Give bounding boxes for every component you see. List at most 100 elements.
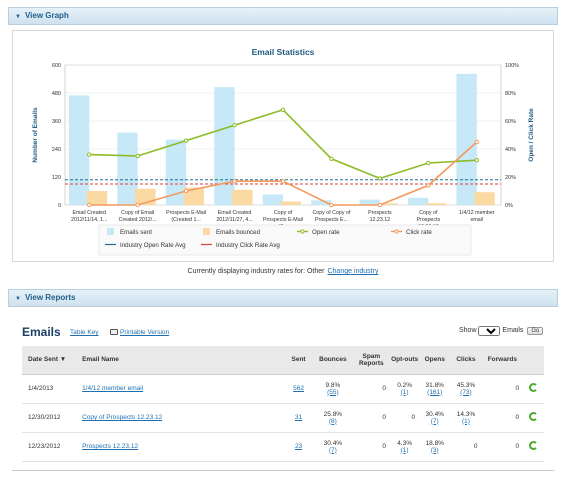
bounces-pct: 30.4% [323, 439, 343, 447]
optout-link[interactable]: (1) [400, 388, 409, 396]
sent-link[interactable]: 23 [294, 443, 303, 450]
sent-link[interactable]: 562 [293, 385, 304, 392]
col-email-name[interactable]: Email Name [76, 346, 285, 375]
col-date-sent[interactable]: Date Sent ▼ [22, 346, 77, 375]
printable-version-label: Printable Version [120, 329, 170, 336]
show-count-select[interactable]: 10 [478, 326, 501, 336]
forwards-count: 0 [481, 432, 524, 462]
resend-refresh-icon[interactable] [529, 441, 539, 450]
series-point [377, 202, 383, 208]
clicks-link[interactable]: (1) [461, 417, 470, 425]
bar-emails-bounced [86, 191, 108, 205]
printable-version-link[interactable]: Printable Version [110, 329, 169, 336]
sent-link[interactable]: 31 [294, 414, 303, 421]
legend-label: Open rate [312, 229, 340, 236]
series-point [87, 202, 92, 208]
optout-count: 0 [390, 403, 420, 433]
col-opens[interactable]: Opens [419, 346, 451, 375]
collapse-triangle-icon: ▼ [15, 14, 21, 20]
col-opt-outs[interactable]: Opt-outs [390, 346, 420, 375]
date-sent: 12/23/2012 [22, 432, 77, 462]
series-point [280, 179, 286, 184]
optout-pct: 0.2% [397, 381, 413, 389]
optout-link[interactable]: (1) [400, 446, 409, 454]
y-tick-label: 120 [52, 175, 61, 181]
x-tick-label: 12.23.12 [370, 217, 391, 223]
y-tick-label: 600 [52, 63, 61, 69]
bounces-pct: 25.8% [323, 410, 343, 418]
x-tick-label: Email Created [72, 210, 106, 216]
opens-link[interactable]: (161) [427, 388, 443, 396]
legend-label: Industry Click Rate Avg [216, 242, 280, 249]
resend-refresh-icon[interactable] [529, 383, 539, 392]
y-tick-label: 0 [58, 203, 61, 209]
bar-emails-sent [407, 197, 429, 205]
bar-emails-bounced [280, 201, 301, 205]
change-industry-link[interactable]: Change industry [327, 268, 379, 275]
col-spam-reports[interactable]: Spam Reports [352, 346, 391, 375]
y2-axis-label: Open / Click Rate [528, 108, 535, 162]
series-point [87, 152, 92, 157]
legend-swatch-point [300, 229, 305, 234]
bar-emails-bounced [232, 189, 253, 205]
bar-emails-sent [165, 139, 187, 205]
col-clicks[interactable]: Clicks [450, 346, 482, 375]
table-key-link[interactable]: Table Key [70, 329, 99, 336]
table-row: 1/4/2013 1/4/12 member email 562 9.8% (55… [22, 374, 544, 404]
bar-emails-sent [117, 132, 138, 205]
series-point [329, 156, 334, 162]
series-point [474, 139, 479, 145]
email-name-link[interactable]: Prospects 12.23.12 [82, 443, 139, 450]
legend-label: Industry Open Rate Avg [120, 242, 186, 249]
x-tick-label: Prospects E-Mail [263, 217, 303, 223]
go-button[interactable]: Go [527, 327, 544, 335]
legend-label: Click rate [406, 229, 432, 236]
resend-refresh-icon[interactable] [529, 412, 539, 421]
col-bounces[interactable]: Bounces [313, 346, 353, 375]
chart-container: Email Statistics 0 0% 120 20% 240 40% 360 60% 480… [12, 30, 554, 262]
bar-emails-bounced [183, 187, 205, 205]
y2-tick-label: 80% [505, 91, 516, 97]
x-tick-label: Created 2012/... [119, 217, 157, 223]
bar-emails-sent [456, 73, 477, 205]
view-reports-title: View Reports [24, 293, 76, 302]
series-point [280, 107, 286, 113]
clicks-pct: 14.3% [456, 410, 476, 418]
clicks-link[interactable]: (73) [460, 388, 472, 396]
col-sent[interactable]: Sent [284, 346, 314, 375]
show-label: Show [459, 327, 477, 334]
view-reports-header[interactable]: ▼ View Reports [8, 289, 558, 307]
x-tick-label: Email Created [218, 210, 252, 216]
spam-count: 0 [352, 432, 391, 462]
series-point [135, 202, 140, 208]
x-tick-label: Prospects E-Mail [166, 210, 206, 216]
bounces-link[interactable]: (8) [328, 417, 337, 425]
bar-emails-sent [262, 194, 283, 205]
x-tick-label: Copy of [274, 210, 293, 216]
y-tick-label: 240 [52, 147, 61, 153]
y2-tick-label: 0% [505, 203, 513, 209]
show-emails-control: Show 10 Emails Go [459, 326, 544, 336]
bar-emails-bounced [425, 203, 447, 205]
col-actions [523, 346, 544, 375]
printer-icon [110, 329, 118, 335]
opens-link[interactable]: (3) [430, 446, 439, 454]
y2-tick-label: 40% [505, 147, 516, 153]
bar-emails-sent [359, 199, 380, 205]
opens-link[interactable]: (7) [430, 417, 439, 425]
x-tick-label: Copy of Email [121, 210, 154, 216]
bar-emails-sent [68, 95, 90, 205]
view-graph-header[interactable]: ▼ View Graph [8, 7, 558, 25]
industry-note: Currently displaying industry rates for:… [0, 268, 566, 275]
series-point [232, 179, 237, 184]
x-tick-label: Prospects E... [315, 217, 348, 223]
legend-swatch [203, 228, 210, 235]
bounces-link[interactable]: (7) [328, 446, 337, 454]
bar-emails-sent [214, 87, 235, 205]
date-sent: 1/4/2013 [22, 374, 77, 404]
email-name-link[interactable]: Copy of Prospects 12.23.12 [82, 414, 163, 421]
series-point [232, 123, 237, 128]
bounces-link[interactable]: (55) [327, 388, 339, 396]
email-name-link[interactable]: 1/4/12 member email [82, 385, 144, 392]
col-forwards[interactable]: Forwards [481, 346, 524, 375]
